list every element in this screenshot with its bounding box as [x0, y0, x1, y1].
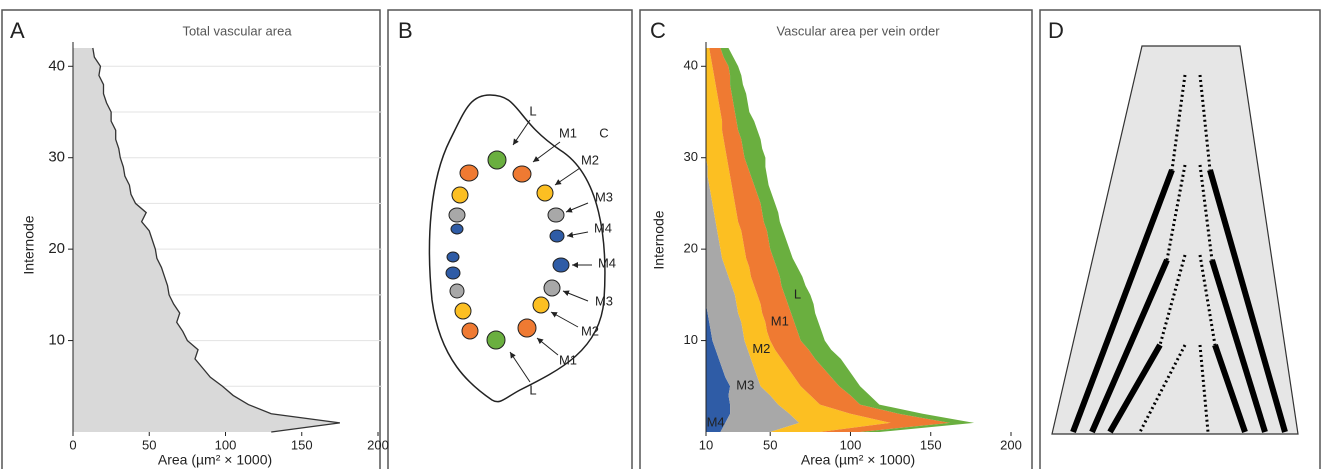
section-outline	[428, 94, 606, 403]
panel-letter: B	[398, 18, 413, 43]
solid-traces	[1070, 168, 1288, 434]
panel-frame	[387, 9, 633, 469]
arrows	[509, 119, 592, 383]
x-tick-label: 200	[1000, 437, 1022, 452]
vein-label: L	[529, 382, 536, 397]
area-segment	[706, 48, 891, 432]
vein-trace-diagram	[1051, 45, 1299, 435]
y-tick-label: 10	[684, 332, 698, 347]
vein-label: M3	[595, 293, 613, 308]
stacked-areas	[706, 48, 975, 432]
vein-label: C	[599, 125, 608, 140]
chart-title: Vascular area per vein order	[776, 23, 940, 38]
x-tick-label: 10	[699, 437, 713, 452]
x-tick-label: 100	[215, 437, 237, 452]
y-tick-label: 40	[48, 57, 65, 74]
area-segment	[720, 48, 975, 432]
series-label: M1	[771, 314, 789, 329]
series-label: M3	[736, 378, 754, 393]
y-axis-label: Internode	[21, 215, 37, 274]
x-tick-label: 50	[142, 437, 156, 452]
y-axis-label: Internode	[651, 210, 667, 269]
area-fill	[73, 48, 340, 432]
x-tick-label: 50	[763, 437, 777, 452]
y-tick-label: 30	[684, 149, 698, 164]
y-tick-label: 40	[684, 58, 698, 73]
series-label: M4	[707, 414, 725, 429]
veins	[445, 150, 570, 350]
panel-frame	[639, 9, 1033, 469]
area-outline	[92, 47, 340, 433]
stem-section-diagram: L M1 C M2 M3 M4 M4 M3 M2 M1 L	[428, 94, 616, 403]
dotted-traces	[1138, 74, 1217, 433]
x-tick-label: 200	[367, 437, 389, 452]
vein-label: L	[529, 103, 536, 118]
x-tick-label: 100	[840, 437, 862, 452]
x-axis-label: Area (µm² × 1000)	[801, 452, 915, 468]
x-tick-label: 0	[69, 437, 76, 452]
vein-label: M4	[594, 220, 612, 235]
vein-label: M1	[559, 125, 577, 140]
vein-label: M2	[581, 323, 599, 338]
panel-letter: C	[650, 18, 666, 43]
x-axis-label: Area (µm² × 1000)	[158, 452, 272, 468]
x-tick-label: 150	[920, 437, 942, 452]
area-segment	[706, 304, 731, 432]
series-label: L	[794, 286, 801, 301]
panel-frame	[1039, 9, 1321, 469]
panel-letter: A	[10, 18, 25, 43]
panel-letter: D	[1048, 18, 1064, 43]
area-segment	[709, 48, 950, 432]
y-tick-label: 20	[48, 240, 65, 257]
y-tick-label: 10	[48, 332, 65, 349]
vein-label: M1	[559, 352, 577, 367]
vein-label: M2	[581, 152, 599, 167]
x-tick-label: 150	[291, 437, 313, 452]
chart-title: Total vascular area	[182, 23, 292, 38]
y-tick-label: 20	[684, 241, 698, 256]
y-tick-label: 30	[48, 149, 65, 166]
panel-frame	[1, 9, 381, 469]
stem-outline	[1051, 45, 1299, 435]
vein-label: M3	[595, 189, 613, 204]
series-label: M2	[752, 341, 770, 356]
area-segment	[706, 139, 800, 432]
vein-label: M4	[598, 255, 616, 270]
